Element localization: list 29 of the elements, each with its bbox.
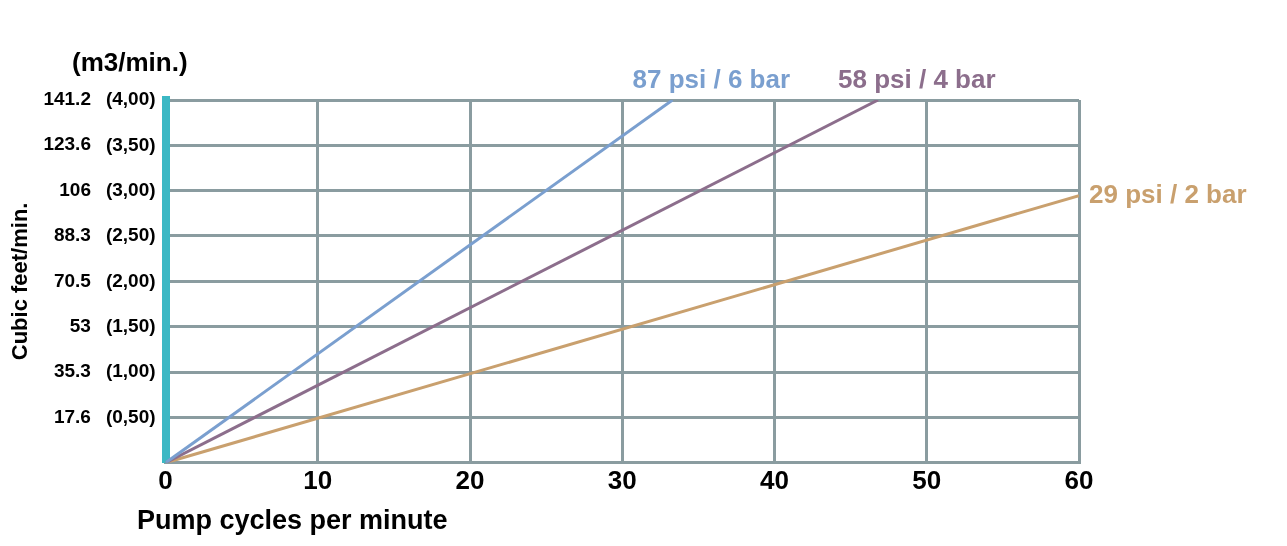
x-tick-label: 60 [1064, 464, 1094, 495]
y2-tick-label: (3,50) [105, 133, 156, 155]
y-tick-label: 35.3 [53, 360, 91, 382]
y2-tick-label: (4,00) [105, 88, 156, 110]
y-tick-label: 53 [69, 314, 91, 336]
x-tick-label: 0 [158, 464, 173, 495]
y-tick-label: 123.6 [43, 133, 91, 155]
series-label: 58 psi / 4 bar [838, 64, 996, 95]
series-label: 29 psi / 2 bar [1089, 178, 1247, 209]
series-label: 87 psi / 6 bar [632, 64, 791, 95]
y-tick-label: 141.2 [43, 88, 91, 110]
y2-tick-label: (2,00) [105, 269, 156, 291]
x-tick-label: 30 [607, 464, 637, 495]
x-tick-label: 20 [455, 464, 485, 495]
y-tick-label: 88.3 [53, 224, 91, 246]
y-axis-title: Cubic feet/min. [7, 202, 33, 361]
y2-tick-label: (3,00) [105, 178, 156, 200]
x-tick-label: 10 [303, 464, 333, 495]
y2-tick-label: (1,50) [105, 314, 156, 336]
x-tick-label: 40 [760, 464, 789, 495]
y2-tick-label: (2,50) [105, 224, 156, 246]
y2-tick-label: (0,50) [105, 405, 156, 427]
y-tick-label: 17.6 [53, 405, 91, 427]
x-axis-title: Pump cycles per minute [137, 505, 448, 536]
y-tick-label: 70.5 [53, 269, 92, 291]
y2-axis-title: (m3/min.) [72, 46, 188, 79]
x-tick-label: 50 [912, 464, 942, 495]
y2-tick-label: (1,00) [105, 360, 156, 382]
y-tick-label: 106 [59, 178, 91, 200]
